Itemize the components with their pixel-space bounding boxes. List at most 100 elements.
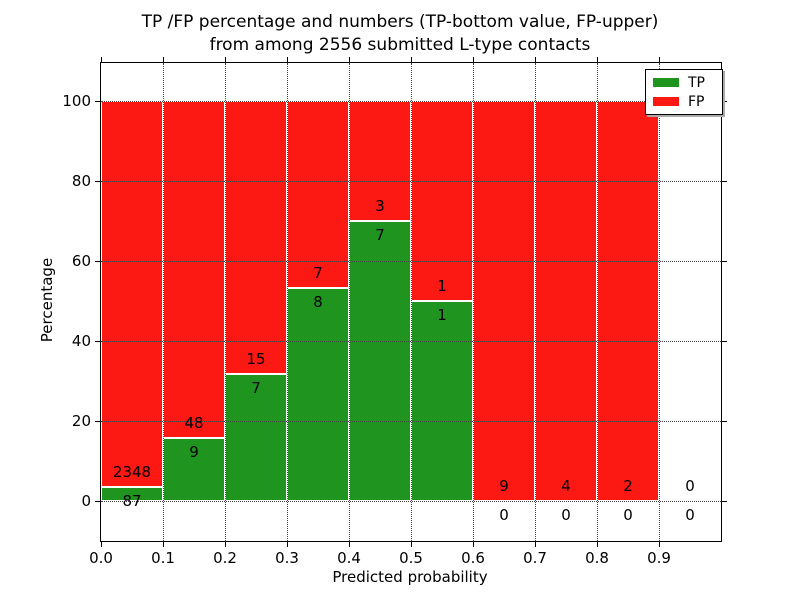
fp-count-label: 48 bbox=[184, 413, 204, 432]
bar-segment-fp bbox=[225, 101, 287, 374]
horizontal-gridline bbox=[101, 501, 721, 502]
chart-title-line1: TP /FP percentage and numbers (TP-bottom… bbox=[141, 12, 659, 32]
bar-segment-fp bbox=[163, 101, 225, 438]
bar-segment-fp bbox=[411, 101, 473, 301]
tick-mark bbox=[722, 501, 727, 502]
bar-segment-fp bbox=[287, 101, 349, 288]
fp-count-label: 2348 bbox=[112, 462, 152, 481]
chart-title: TP /FP percentage and numbers (TP-bottom… bbox=[90, 11, 710, 57]
x-tick-label: 0.1 bbox=[151, 549, 175, 567]
x-tick-label: 0.3 bbox=[275, 549, 299, 567]
horizontal-gridline bbox=[101, 421, 721, 422]
tp-count-label: 9 bbox=[189, 442, 199, 461]
bar-segment-fp bbox=[535, 101, 597, 501]
fp-count-label: 9 bbox=[499, 477, 509, 495]
tick-mark bbox=[349, 57, 350, 62]
tick-mark bbox=[597, 542, 598, 547]
tick-mark bbox=[535, 57, 536, 62]
tp-count-label: 87 bbox=[122, 491, 142, 510]
bar-segment-fp bbox=[101, 101, 163, 487]
x-axis-label: Predicted probability bbox=[332, 568, 488, 586]
fp-count-label: 1 bbox=[437, 277, 447, 295]
horizontal-gridline bbox=[101, 181, 721, 182]
y-tick-label: 100 bbox=[62, 92, 91, 110]
bar-segment-tp bbox=[349, 221, 411, 501]
y-axis-label: Percentage bbox=[38, 257, 56, 343]
tick-mark bbox=[411, 542, 412, 547]
tick-mark bbox=[287, 57, 288, 62]
tick-mark bbox=[95, 501, 100, 502]
legend-entry-fp: FP bbox=[653, 94, 715, 110]
chart-title-line2: from among 2556 submitted L-type contact… bbox=[209, 35, 591, 55]
tick-mark bbox=[101, 542, 102, 547]
tick-mark bbox=[163, 57, 164, 62]
tick-mark bbox=[473, 57, 474, 62]
y-tick-label: 60 bbox=[71, 252, 91, 270]
vertical-gridline bbox=[163, 63, 164, 541]
tp-count-label: 7 bbox=[375, 226, 385, 244]
tick-mark bbox=[659, 542, 660, 547]
vertical-gridline bbox=[411, 63, 412, 541]
vertical-gridline bbox=[473, 63, 474, 541]
bar-segment-fp bbox=[597, 101, 659, 501]
tick-mark bbox=[722, 181, 727, 182]
bar-segment-tp bbox=[101, 486, 163, 501]
vertical-gridline bbox=[349, 63, 350, 541]
x-tick-label: 0.4 bbox=[337, 549, 361, 567]
vertical-gridline bbox=[535, 63, 536, 541]
tick-mark bbox=[722, 261, 727, 262]
tick-mark bbox=[101, 57, 102, 62]
x-tick-label: 0.8 bbox=[585, 549, 609, 567]
tick-mark bbox=[95, 341, 100, 342]
bar-segment-tp bbox=[163, 437, 225, 501]
fp-count-label: 7 bbox=[313, 263, 323, 282]
x-tick-label: 0.9 bbox=[647, 549, 671, 567]
tp-count-label: 0 bbox=[623, 506, 633, 524]
legend-swatch-tp bbox=[653, 78, 679, 87]
tick-mark bbox=[473, 542, 474, 547]
tick-mark bbox=[225, 542, 226, 547]
horizontal-gridline bbox=[101, 341, 721, 342]
tick-mark bbox=[287, 542, 288, 547]
tick-mark bbox=[722, 421, 727, 422]
legend: TP FP bbox=[645, 69, 723, 115]
tp-count-label: 7 bbox=[251, 378, 261, 397]
bar-segment-fp bbox=[473, 101, 535, 501]
legend-label-tp: TP bbox=[688, 74, 705, 91]
fp-count-label: 2 bbox=[623, 477, 633, 495]
vertical-gridline bbox=[287, 63, 288, 541]
tick-mark bbox=[722, 101, 727, 102]
vertical-gridline bbox=[659, 63, 660, 541]
tick-mark bbox=[411, 57, 412, 62]
tick-mark bbox=[225, 57, 226, 62]
tick-mark bbox=[95, 421, 100, 422]
tick-mark bbox=[597, 57, 598, 62]
horizontal-gridline bbox=[101, 101, 721, 102]
bar-segment-tp bbox=[411, 301, 473, 501]
tp-count-label: 0 bbox=[561, 506, 571, 524]
plot-area: TP FP 2348 87 48 9 15 7 7 8 3 7 1 1 9 0 4 0 2 0 0 0 0.0 0.1 0.… bbox=[62, 57, 727, 567]
tp-count-label: 1 bbox=[437, 306, 447, 324]
horizontal-gridline bbox=[101, 261, 721, 262]
tp-count-label: 0 bbox=[685, 506, 695, 524]
y-tick-label: 0 bbox=[81, 492, 91, 510]
tick-mark bbox=[722, 341, 727, 342]
tick-mark bbox=[349, 542, 350, 547]
bar-segment-tp bbox=[225, 373, 287, 501]
bar-segment-fp bbox=[349, 101, 411, 221]
fp-count-label: 0 bbox=[685, 477, 695, 495]
tick-mark bbox=[163, 542, 164, 547]
tick-mark bbox=[95, 101, 100, 102]
y-tick-label: 20 bbox=[71, 412, 91, 430]
x-tick-label: 0.7 bbox=[523, 549, 547, 567]
tp-count-label: 0 bbox=[499, 506, 509, 524]
tick-mark bbox=[535, 542, 536, 547]
legend-swatch-fp bbox=[653, 97, 679, 106]
x-tick-label: 0.6 bbox=[461, 549, 485, 567]
tick-mark bbox=[659, 57, 660, 62]
tp-count-label: 8 bbox=[313, 292, 323, 311]
tick-mark bbox=[95, 181, 100, 182]
x-tick-label: 0.0 bbox=[89, 549, 113, 567]
y-tick-label: 80 bbox=[71, 172, 91, 190]
x-tick-label: 0.5 bbox=[399, 549, 423, 567]
